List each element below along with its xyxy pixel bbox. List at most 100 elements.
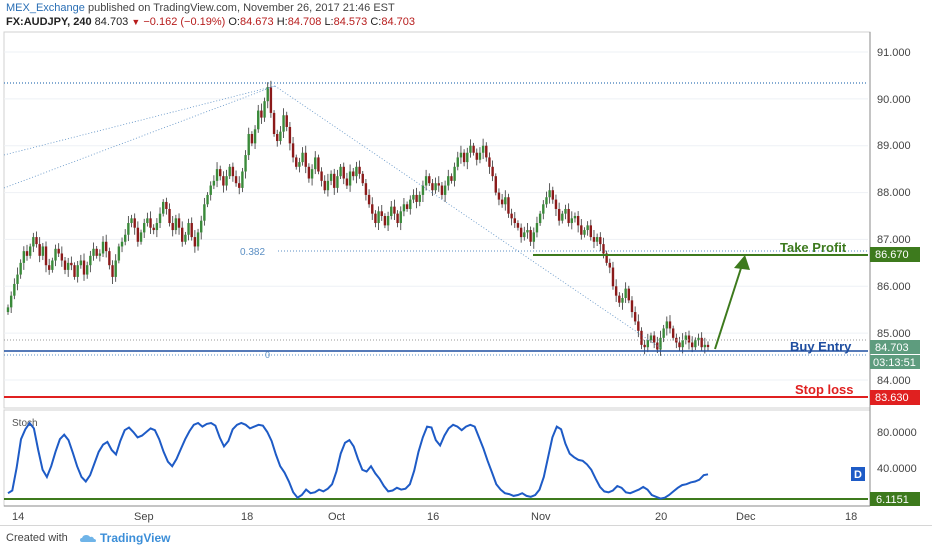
candle-body	[158, 213, 162, 224]
candle	[538, 210, 542, 226]
tradingview-logo[interactable]: TradingView	[80, 531, 170, 545]
candle-body	[44, 246, 48, 266]
candle-body	[567, 208, 570, 224]
candle	[678, 336, 681, 351]
candle-body	[162, 201, 165, 214]
candle	[367, 189, 371, 208]
candle	[504, 190, 507, 211]
candle	[462, 149, 466, 167]
d-badge[interactable]: D	[854, 469, 862, 481]
candle-body	[82, 260, 86, 275]
candle-body	[386, 216, 390, 226]
candle-body	[580, 225, 583, 235]
candle-body	[323, 180, 326, 191]
candle	[500, 193, 504, 208]
d-badge-bg[interactable]	[851, 467, 865, 481]
candle-body	[504, 197, 507, 205]
candle	[13, 278, 16, 300]
stop-loss-tag: 83.630	[875, 392, 909, 404]
stoch-label: Stoch	[12, 418, 38, 429]
candle-body	[250, 134, 254, 144]
candle	[41, 242, 45, 261]
candle-body	[98, 253, 102, 256]
low-label: L:	[324, 16, 334, 28]
candle	[206, 192, 209, 208]
candle	[307, 163, 311, 183]
candle-body	[139, 232, 143, 242]
candle	[418, 191, 421, 207]
candle	[595, 233, 599, 246]
candle	[523, 226, 526, 241]
candle	[548, 183, 551, 204]
candle	[450, 173, 453, 184]
candle-body	[659, 337, 662, 350]
candle	[431, 178, 434, 196]
published-text: published on TradingView.com, November 2…	[87, 2, 395, 14]
candle	[415, 187, 418, 209]
symbol-interval[interactable]: FX:AUDJPY, 240	[6, 16, 92, 28]
candle-body	[485, 145, 488, 158]
candle	[671, 325, 675, 341]
candle	[529, 226, 532, 246]
close-label: C:	[370, 16, 382, 28]
candle-body	[652, 335, 656, 343]
candle-body	[602, 244, 605, 254]
candle	[564, 204, 567, 220]
candle-body	[500, 199, 504, 205]
time-axis[interactable]: 14 Sep 18 Oct 16 Nov 20 Dec 18	[12, 511, 857, 523]
candle	[228, 163, 231, 179]
candle	[92, 242, 95, 261]
candle	[551, 186, 554, 204]
candle-body	[545, 197, 548, 205]
candle-body	[671, 328, 675, 338]
candle-body	[383, 216, 387, 226]
candle	[519, 223, 523, 243]
candle-body	[570, 218, 574, 224]
candle	[70, 256, 73, 271]
candle	[279, 126, 282, 145]
candle-body	[345, 178, 349, 186]
candle-body	[47, 265, 51, 270]
candle-body	[142, 223, 146, 233]
candle-body	[339, 166, 342, 177]
candle	[491, 160, 494, 182]
candle	[364, 178, 368, 201]
candle	[63, 257, 67, 275]
author-link[interactable]: MEX_Exchange	[6, 2, 85, 14]
candle-body	[13, 283, 16, 296]
candle-body	[203, 204, 206, 221]
candle-body	[637, 321, 640, 331]
time-tick: Nov	[531, 511, 551, 523]
candle-body	[212, 180, 216, 186]
candle-body	[104, 241, 108, 252]
chart-canvas[interactable]: 0.382 0 Take Profit Buy Entry Stop loss …	[0, 0, 932, 525]
candle	[605, 250, 608, 266]
candle-body	[63, 260, 67, 270]
candle	[57, 243, 60, 257]
candle	[82, 253, 86, 281]
candle-body	[662, 328, 665, 338]
candle-body	[443, 185, 447, 195]
candle-body	[310, 169, 314, 179]
candle-body	[371, 204, 374, 214]
time-tick: 18	[241, 511, 253, 523]
candle	[447, 169, 450, 191]
candle-body	[573, 216, 577, 219]
candle	[234, 170, 238, 187]
candle	[152, 224, 155, 235]
candle-body	[260, 110, 263, 118]
candle-body	[54, 248, 57, 261]
candle	[409, 195, 412, 215]
price-tick: 85.000	[877, 328, 911, 340]
candle-body	[127, 223, 130, 235]
candle	[73, 262, 76, 280]
candle	[117, 243, 121, 264]
candle	[323, 175, 326, 194]
candle	[272, 110, 276, 137]
candle	[497, 188, 501, 206]
candle	[127, 216, 130, 242]
candle	[98, 249, 102, 262]
candle-body	[614, 286, 618, 296]
candle	[393, 199, 396, 220]
price-axis[interactable]: 91.000 90.000 89.000 88.000 87.000 86.00…	[877, 47, 911, 387]
